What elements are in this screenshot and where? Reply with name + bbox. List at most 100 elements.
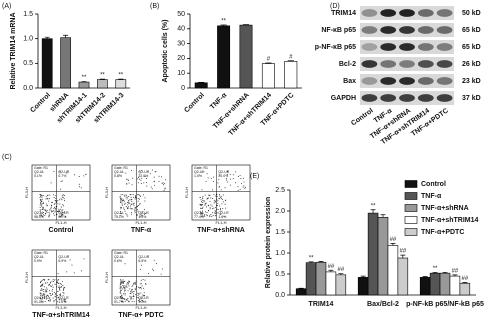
- event-dot: [134, 208, 136, 210]
- blot-band: [399, 60, 415, 68]
- blot-band: [399, 26, 415, 34]
- event-dot: [129, 288, 131, 290]
- event-dot: [44, 289, 46, 291]
- bar: [41, 38, 53, 89]
- event-dot: [137, 286, 139, 288]
- event-dot: [56, 280, 58, 282]
- bar: [305, 262, 317, 296]
- quadrant-label: Q2-LL: [34, 211, 44, 215]
- bar: [284, 61, 298, 89]
- event-dot: [53, 281, 55, 283]
- x-tick-label: TNF-α+shTRIM14: [228, 92, 274, 138]
- event-dot: [60, 198, 62, 200]
- event-dot: [63, 299, 65, 301]
- blot-band: [361, 9, 378, 17]
- blot-band: [399, 77, 415, 85]
- axis-label: FL1-H: [55, 305, 66, 310]
- bar: [419, 277, 431, 296]
- event-dot: [138, 194, 140, 196]
- event-dot: [130, 196, 132, 198]
- event-dot: [121, 203, 123, 205]
- event-dot: [218, 174, 220, 176]
- bar: [217, 25, 231, 89]
- event-dot: [40, 294, 42, 296]
- significance-mark: #: [267, 57, 271, 63]
- error-bar: [265, 62, 272, 64]
- event-dot: [45, 195, 47, 197]
- event-dot: [62, 292, 64, 294]
- event-dot: [120, 281, 122, 283]
- event-dot: [209, 207, 211, 209]
- event-dot: [123, 207, 125, 209]
- event-dot: [40, 200, 42, 202]
- event-dot: [53, 196, 55, 198]
- quadrant-label: Q2-UL: [194, 170, 204, 174]
- event-dot: [61, 214, 63, 216]
- event-dot: [202, 202, 204, 204]
- blot-band: [380, 43, 397, 51]
- quadrant-label: Q2-LL: [114, 296, 124, 300]
- event-dot: [60, 212, 62, 214]
- event-dot: [126, 178, 128, 180]
- event-dot: [201, 205, 203, 207]
- event-dot: [41, 288, 43, 290]
- event-dot: [134, 282, 136, 284]
- event-dot: [120, 292, 122, 294]
- event-dot: [220, 214, 222, 216]
- event-dot: [209, 208, 211, 210]
- quadrant-percent: 6.5%: [138, 259, 146, 263]
- event-dot: [50, 285, 52, 287]
- event-dot: [63, 287, 65, 289]
- blot-band: [399, 94, 415, 102]
- event-dot: [122, 287, 124, 289]
- event-dot: [58, 299, 60, 301]
- event-dot: [139, 195, 141, 197]
- quadrant-percent: 20.0%: [218, 174, 228, 178]
- event-dot: [126, 183, 128, 185]
- quadrant-label: Q2-UL: [114, 170, 124, 174]
- event-dot: [42, 207, 44, 209]
- event-dot: [213, 202, 215, 204]
- x-tick-label: TNF-α: [209, 91, 229, 111]
- event-dot: [48, 296, 50, 298]
- event-dot: [203, 170, 205, 172]
- event-dot: [141, 285, 143, 287]
- event-dot: [60, 188, 62, 190]
- event-dot: [136, 209, 138, 211]
- event-dot: [46, 205, 48, 207]
- y-tick-label: 2.0: [275, 208, 285, 215]
- x-tick-label: Bax/Bcl-2: [367, 301, 399, 308]
- event-dot: [237, 186, 239, 188]
- event-dot: [119, 286, 121, 288]
- event-dot: [60, 180, 62, 182]
- event-dot: [59, 203, 61, 205]
- event-dot: [130, 193, 132, 195]
- event-dot: [43, 209, 45, 211]
- event-dot: [64, 301, 66, 303]
- event-dot: [73, 272, 75, 274]
- event-dot: [53, 210, 55, 212]
- flow-plot: Gate: R1Q2-UL0.1%Q2-UR0.7%Q2-LL98.5%Q2-L…: [24, 164, 91, 234]
- event-dot: [55, 200, 57, 202]
- event-dot: [53, 301, 55, 303]
- event-dot: [143, 182, 145, 184]
- event-dot: [138, 182, 140, 184]
- event-dot: [42, 297, 44, 299]
- event-dot: [137, 178, 139, 180]
- event-dot: [130, 291, 132, 293]
- event-dot: [130, 298, 132, 300]
- event-dot: [139, 195, 141, 197]
- event-dot: [120, 208, 122, 210]
- event-dot: [138, 170, 140, 172]
- blot-band: [436, 9, 453, 17]
- quadrant-percent: 1.5%: [138, 215, 146, 219]
- event-dot: [65, 216, 67, 218]
- event-dot: [42, 294, 44, 296]
- protein-label: NF-κB p65: [321, 27, 356, 34]
- event-dot: [39, 206, 41, 208]
- event-dot: [64, 211, 66, 213]
- event-dot: [206, 197, 208, 199]
- event-dot: [119, 290, 121, 292]
- legend-label: TNF-α: [421, 193, 442, 200]
- significance-mark: **: [371, 203, 376, 209]
